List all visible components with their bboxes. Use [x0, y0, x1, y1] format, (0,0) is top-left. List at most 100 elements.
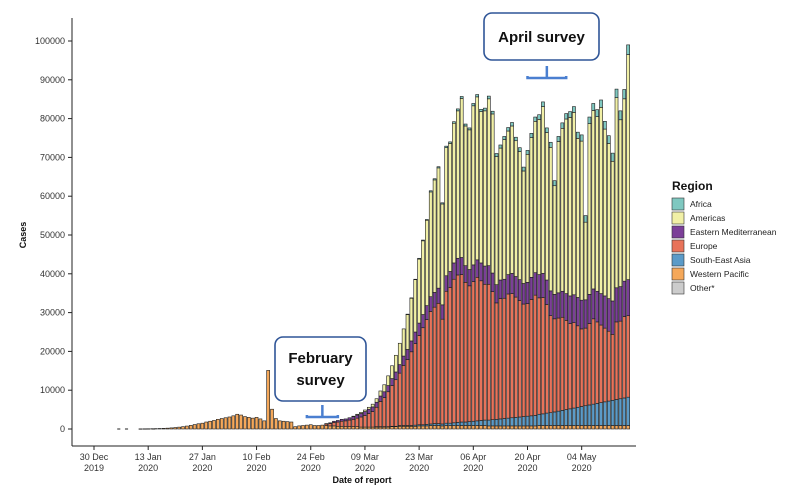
bar-segment [564, 118, 569, 294]
bar-segment [591, 425, 596, 430]
bar-segment [545, 132, 549, 281]
bar-segment [599, 402, 603, 426]
bar-segment [390, 365, 394, 379]
bar-segment [618, 110, 623, 121]
bar-segment [494, 302, 499, 420]
bar-segment [425, 219, 429, 306]
bar-segment [587, 425, 592, 430]
bar-segment [587, 323, 592, 406]
bar-segment [626, 54, 630, 280]
bar-segment [486, 283, 491, 421]
bar-segment [525, 415, 530, 427]
bar-segment [343, 426, 348, 430]
bar-segment [591, 288, 596, 320]
bar-segment [463, 265, 468, 283]
callout-text: April survey [498, 29, 585, 46]
bar-segment [548, 141, 553, 148]
bar-segment [479, 262, 483, 282]
bar-segment [587, 294, 592, 324]
bar-segment [456, 257, 460, 276]
bar-segment [332, 420, 336, 423]
bar-segment [529, 276, 534, 300]
bar-segment [548, 315, 553, 414]
bar-segment [359, 413, 363, 418]
bar-segment [568, 408, 572, 426]
bar-segment [564, 320, 569, 410]
bar-segment [351, 416, 356, 420]
bar-segment [618, 119, 623, 287]
bar-segment [521, 283, 526, 305]
bar-segment [614, 321, 619, 400]
y-tick-label: 40000 [40, 269, 65, 279]
bar-segment [459, 96, 464, 99]
bar-segment [494, 156, 499, 285]
bar-segment [622, 397, 627, 426]
bar-segment [568, 295, 572, 324]
bar-segment [452, 122, 456, 264]
bar-segment [560, 290, 565, 318]
bar-segment [521, 416, 526, 427]
bar-segment [463, 125, 468, 266]
bar-segment [545, 412, 549, 426]
y-tick-label: 10000 [40, 385, 65, 395]
bar-segment [533, 415, 538, 427]
bar-segment [456, 422, 460, 426]
bar-segment [397, 425, 402, 430]
bar-segment [475, 259, 479, 278]
bar-segment [579, 406, 584, 426]
bar-segment [614, 97, 619, 289]
bar-segment [301, 425, 305, 430]
bar-segment [533, 121, 538, 273]
bar-segment [564, 425, 569, 430]
bar-segment [339, 418, 344, 422]
bar-segment [490, 425, 495, 430]
x-tick-label: 27 Jan [189, 452, 216, 462]
bar-segment [448, 287, 452, 424]
bar-segment [359, 412, 363, 414]
legend-swatch [671, 225, 685, 239]
y-tick-label: 0 [60, 424, 65, 434]
x-tick-label: 30 Dec [80, 452, 109, 462]
bar-segment [568, 323, 572, 410]
bar-segment [421, 425, 425, 430]
bar-segment [428, 191, 433, 297]
bar-segment [444, 422, 449, 426]
bar-segment [471, 105, 476, 266]
bar-segment [610, 152, 615, 162]
bar-segment [498, 144, 503, 149]
bar-segment [529, 415, 534, 427]
bar-segment [614, 88, 619, 98]
bar-segment [552, 425, 557, 430]
bar-segment [328, 423, 332, 427]
bar-segment [227, 416, 232, 430]
bar-segment [448, 425, 452, 430]
bar-segment [409, 297, 414, 342]
bar-segment [448, 141, 452, 144]
bar-segment [479, 111, 483, 264]
bar-segment [618, 286, 623, 322]
bar-segment [545, 304, 549, 414]
bar-segment [355, 417, 360, 427]
bar-segment [517, 300, 522, 418]
bar-segment [572, 407, 576, 426]
bar-segment [498, 298, 503, 420]
bar-segment [517, 151, 522, 280]
bar-segment [471, 281, 476, 422]
bar-segment [320, 424, 325, 430]
bar-segment [494, 425, 499, 430]
bar-segment [599, 107, 603, 294]
bar-segment [456, 425, 460, 430]
bar-segment [188, 425, 193, 430]
bar-segment [506, 274, 510, 295]
bar-segment [545, 127, 549, 133]
bar-segment [378, 390, 383, 397]
bar-segment [490, 110, 495, 115]
bar-segment [432, 292, 437, 308]
bar-segment [591, 318, 596, 405]
bar-segment [405, 425, 410, 430]
bar-segment [196, 423, 201, 430]
legend-swatch [671, 267, 685, 281]
bar-segment [599, 293, 603, 326]
x-tick-year: 2020 [463, 463, 483, 473]
bar-segment [533, 272, 538, 296]
